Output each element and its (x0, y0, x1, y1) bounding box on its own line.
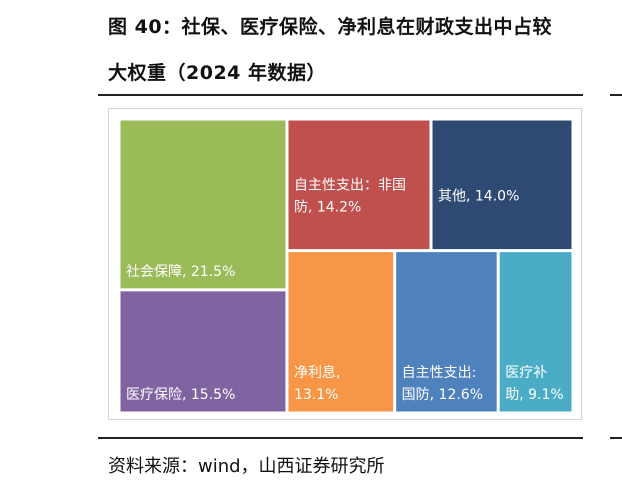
treemap-label-1-line-0: 医疗保险, 15.5% (126, 387, 235, 403)
treemap-tile-5 (396, 252, 497, 412)
treemap-tile-1 (120, 291, 286, 412)
figure-title-line-1: 图 40：社保、医疗保险、净利息在财政支出中占较 (108, 16, 553, 38)
treemap-label-2-line-0: 自主性支出：非国 (294, 178, 406, 194)
top-rule (98, 94, 583, 96)
adjacent-figure-rule-bottom (610, 437, 622, 439)
treemap-label-6-line-0: 医疗补 (505, 365, 547, 381)
treemap-label-0-line-0: 社会保障, 21.5% (126, 264, 235, 280)
treemap-chart: 社会保障, 21.5% 医疗保险, 15.5% 自主性支出：非国防, 14.2% 其他… (120, 120, 572, 412)
treemap-label-3-line-0: 其他, 14.0% (438, 189, 519, 205)
treemap-chart-frame: 社会保障, 21.5% 医疗保险, 15.5% 自主性支出：非国 防, 14.2% 其他… (108, 108, 582, 420)
treemap-tile-0 (120, 120, 286, 289)
source-note: 资料来源：wind，山西证券研究所 (108, 456, 385, 477)
treemap-label-5-line-1: 国防, 12.6% (402, 387, 483, 403)
adjacent-figure-rule-top (610, 94, 622, 96)
treemap-label-6-line-1: 助, 9.1% (505, 387, 563, 403)
treemap-label-4-line-0: 净利息, (294, 364, 340, 381)
treemap-tile-6 (499, 252, 572, 412)
treemap-label-4-line-1: 13.1% (294, 387, 338, 403)
treemap-label-2-line-1: 防, 14.2% (294, 200, 361, 216)
treemap-tile-2 (288, 120, 430, 250)
bottom-rule (98, 437, 583, 439)
treemap-tile-3 (432, 120, 572, 250)
figure-title-line-2: 大权重（2024 年数据） (108, 62, 326, 84)
treemap-tile-4 (288, 252, 394, 412)
treemap-label-5-line-0: 自主性支出: (402, 365, 477, 381)
